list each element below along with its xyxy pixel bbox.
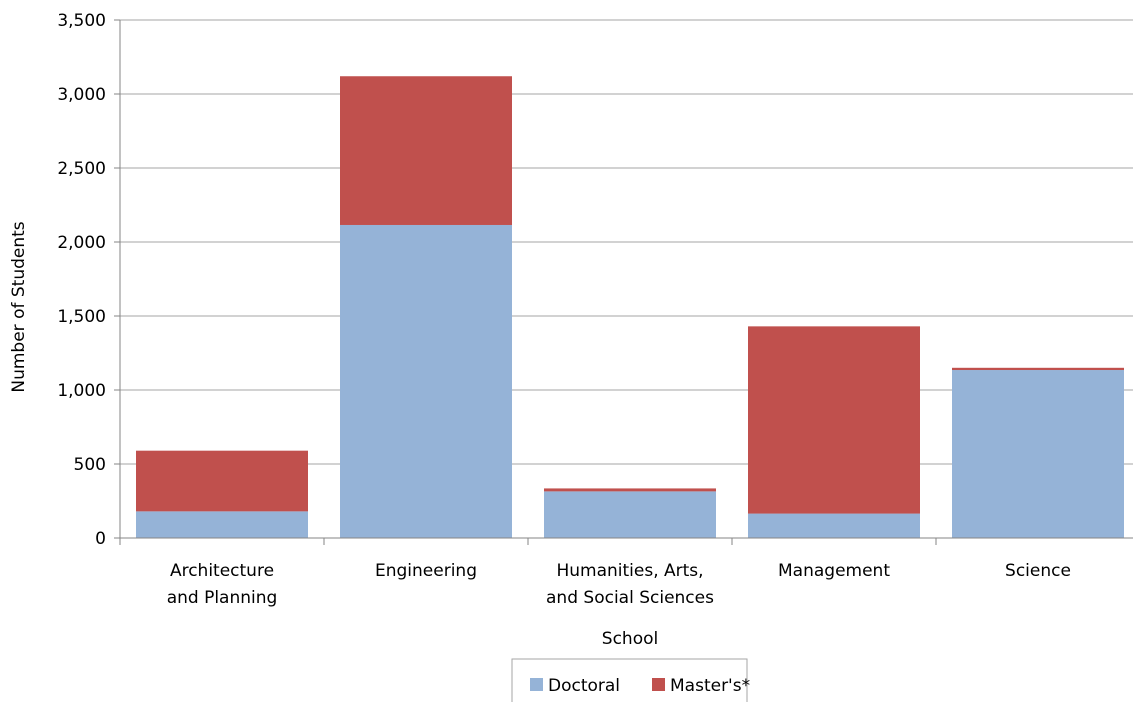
- bar-masters-4: [952, 367, 1124, 371]
- x-tick-label: and Planning: [167, 588, 278, 608]
- y-tick-label: 2,500: [57, 159, 106, 179]
- x-axis-title: School: [602, 629, 658, 649]
- bar-doctoral-2: [544, 491, 716, 538]
- x-tick-label: Engineering: [375, 561, 477, 581]
- bar-doctoral-4: [952, 370, 1124, 538]
- y-tick-label: 3,000: [57, 85, 106, 105]
- x-tick-label: and Social Sciences: [546, 588, 714, 608]
- x-tick-label: Humanities, Arts,: [556, 561, 703, 581]
- y-tick-label: 2,000: [57, 233, 106, 253]
- y-tick-label: 1,500: [57, 307, 106, 327]
- y-tick-label: 1,000: [57, 381, 106, 401]
- gridlines: [120, 19, 1133, 465]
- bar-masters-0: [136, 450, 308, 512]
- legend-label: Master's*: [670, 676, 750, 696]
- legend-swatch-doctoral: [530, 678, 543, 691]
- bar-doctoral-3: [748, 513, 920, 538]
- y-tick-label: 3,500: [57, 11, 106, 31]
- bar-masters-2: [544, 488, 716, 492]
- bar-masters-3: [748, 326, 920, 514]
- bar-masters-1: [340, 76, 512, 225]
- legend-label: Doctoral: [548, 676, 620, 696]
- bar-doctoral-1: [340, 224, 512, 539]
- legend-swatch-masters: [652, 678, 665, 691]
- legend: Doctoral Master's*: [511, 658, 750, 702]
- legend-box: [511, 658, 748, 702]
- x-tick-labels: Architecture and Planning Engineering Human…: [167, 561, 1071, 608]
- x-tick-label: Management: [778, 561, 890, 581]
- y-tick-label: 500: [74, 455, 106, 475]
- y-tick-label: 0: [95, 529, 106, 549]
- y-tick-labels: 0 500 1,000 1,500 2,000 2,500 3,000 3,500: [57, 11, 106, 549]
- x-tick-label: Science: [1005, 561, 1071, 581]
- axes: [114, 19, 1133, 545]
- bar-doctoral-0: [136, 511, 308, 538]
- bars: [136, 76, 1124, 539]
- x-tick-label: Architecture: [170, 561, 274, 581]
- y-axis-title: Number of Students: [9, 221, 29, 392]
